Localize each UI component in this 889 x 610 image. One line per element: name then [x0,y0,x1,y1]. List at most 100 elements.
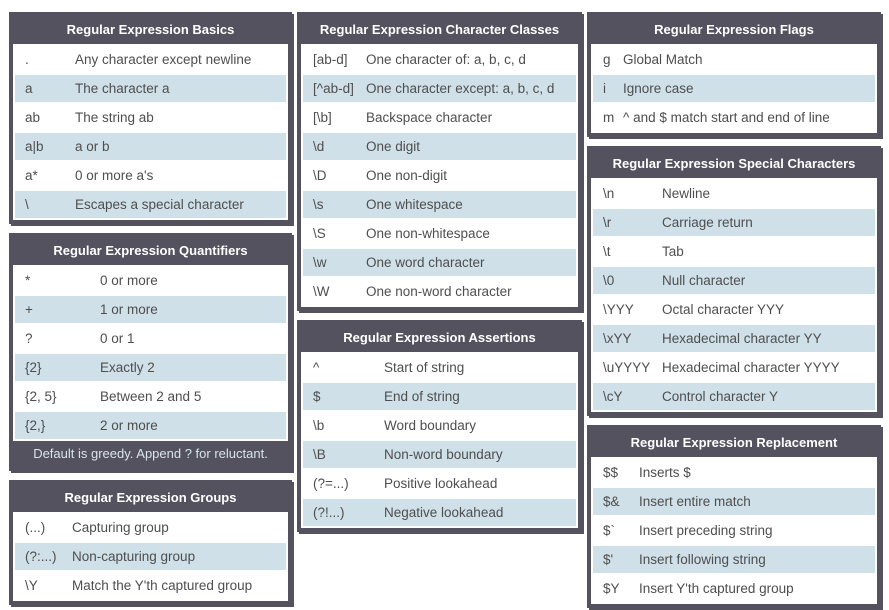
table-row: \Y Match the Y'th captured group [15,572,286,599]
table-row: $' Insert following string [593,546,875,573]
pattern-description: End of string [384,389,460,404]
table-character-classes: Regular Expression Character Classes [ab-… [297,12,582,311]
pattern-description: 2 or more [100,418,158,433]
table-row: (?=...) Positive lookahead [303,470,576,497]
pattern-description: Insert entire match [639,494,751,509]
pattern-symbol: \s [313,197,324,212]
column-right: Regular Expression Flags g Global Match i Ig… [587,12,881,608]
table-row: ab The string ab [15,104,286,131]
pattern-description: Non-capturing group [72,549,196,564]
pattern-symbol: a [25,81,33,96]
table-row: (?!...) Negative lookahead [303,499,576,526]
pattern-symbol: . [25,52,29,67]
pattern-description: 1 or more [100,302,158,317]
pattern-description: 0 or more [100,273,158,288]
table-title: Regular Expression Quantifiers [13,237,288,265]
pattern-description: 0 or 1 [100,331,135,346]
pattern-description: Positive lookahead [384,476,498,491]
pattern-symbol: $& [603,494,620,509]
pattern-symbol: m [603,110,615,125]
pattern-description: Insert preceding string [639,523,773,538]
pattern-symbol: $' [603,552,614,567]
pattern-symbol: {2,} [25,418,46,433]
pattern-description: One non-word character [366,284,512,299]
pattern-symbol: \YYY [603,302,634,317]
table-row: $& Insert entire match [593,488,875,515]
table-row: m ^ and $ match start and end of line [593,104,875,131]
table-row: $Y Insert Y'th captured group [593,575,875,602]
pattern-description: One character except: a, b, c, d [366,81,555,96]
table-row: \t Tab [593,238,875,265]
pattern-symbol: [^ab-d] [313,81,354,96]
pattern-description: Newline [662,186,711,201]
table-row: +1 or more [15,296,286,323]
pattern-description: Carriage return [662,215,753,230]
table-row: \W One non-word character [303,278,576,305]
pattern-symbol: \W [313,284,330,299]
table-row: a* 0 or more a's [15,162,286,189]
table-row: a|b a or b [15,133,286,160]
pattern-description: Non-word boundary [384,447,503,462]
table-title: Regular Expression Assertions [301,324,578,352]
table-title: Regular Expression Groups [13,484,288,512]
pattern-description: One character of: a, b, c, d [366,52,526,67]
pattern-symbol: \uYYYY [603,360,651,375]
pattern-symbol: $Y [603,581,620,596]
table-quantifiers: Regular Expression Quantifiers * 0 or more… [9,233,292,471]
pattern-description: Any character except newline [75,52,252,67]
pattern-description: Escapes a special character [75,197,244,212]
pattern-description: Negative lookahead [384,505,504,520]
pattern-description: Hexadecimal character YYYY [662,360,840,375]
table-row: \b Word boundary [303,412,576,439]
table-groups: Regular Expression Groups (...) Capturing … [9,480,292,605]
pattern-symbol: \B [313,447,326,462]
pattern-description: The character a [75,81,170,96]
pattern-description: Backspace character [366,110,493,125]
pattern-description: The string ab [75,110,154,125]
table-row: (...) Capturing group [15,514,286,541]
pattern-description: Null character [662,273,746,288]
pattern-description: Control character Y [662,389,779,404]
table-title: Regular Expression Special Characters [591,150,877,178]
pattern-symbol: (?=...) [313,476,349,491]
pattern-symbol: $ [313,389,321,404]
pattern-symbol: ^ [313,360,320,375]
pattern-symbol: + [25,302,33,317]
pattern-description: One non-digit [366,168,448,183]
table-row: (?:...) Non-capturing group [15,543,286,570]
table-row: \s One whitespace [303,191,576,218]
table-row: g Global Match [593,46,875,73]
pattern-description: One non-whitespace [366,226,490,241]
table-title: Regular Expression Character Classes [301,16,578,44]
table-row: ^ Start of string [303,354,576,381]
pattern-symbol: [ab-d] [313,52,348,67]
pattern-description: One whitespace [366,197,463,212]
table-row: $` Insert preceding string [593,517,875,544]
pattern-symbol: a|b [25,139,44,154]
table-assertions: Regular Expression Assertions ^ Start of s… [297,320,582,532]
table-row: \r Carriage return [593,209,875,236]
pattern-symbol: \b [313,418,325,433]
table-row: \B Non-word boundary [303,441,576,468]
column-left: Regular Expression Basics. Any character … [9,12,292,605]
table-row: \0 Null character [593,267,875,294]
pattern-symbol: a* [25,168,38,183]
table-row: ? 0 or 1 [15,325,286,352]
pattern-symbol: \n [603,186,615,201]
pattern-description: Start of string [384,360,465,375]
pattern-description: 0 or more a's [75,168,154,183]
table-flags: Regular Expression Flags g Global Match i Ig… [587,12,881,137]
pattern-symbol: {2, 5} [25,389,57,404]
table-special-characters: Regular Expression Special Characters \n N… [587,146,881,416]
pattern-description: Insert following string [639,552,766,567]
pattern-symbol: \d [313,139,325,154]
pattern-symbol: [\b] [313,110,332,125]
table-row: \S One non-whitespace [303,220,576,247]
pattern-symbol: \Y [25,578,38,593]
table-row: a The character a [15,75,286,102]
table-row: \uYYYY Hexadecimal character YYYY [593,354,875,381]
table-row: \n Newline [593,180,875,207]
pattern-description: Tab [662,244,684,259]
table-row: {2, 5} Between 2 and 5 [15,383,286,410]
table-row: {2} Exactly 2 [15,354,286,381]
